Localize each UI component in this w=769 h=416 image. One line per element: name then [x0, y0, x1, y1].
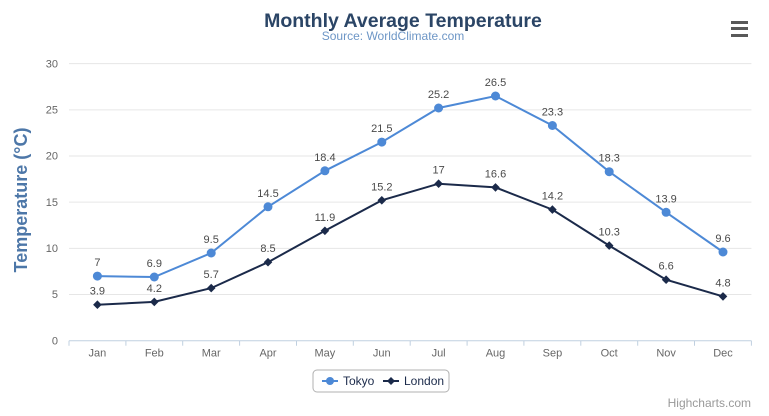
svg-text:25.2: 25.2: [428, 89, 449, 101]
svg-text:16.6: 16.6: [485, 168, 506, 180]
svg-text:3.9: 3.9: [90, 286, 105, 298]
svg-text:30: 30: [46, 59, 58, 71]
svg-text:10.3: 10.3: [598, 227, 619, 239]
svg-text:14.2: 14.2: [542, 191, 563, 203]
svg-text:20: 20: [46, 151, 58, 163]
svg-text:Apr: Apr: [259, 348, 276, 360]
svg-text:13.9: 13.9: [655, 193, 676, 205]
svg-text:Oct: Oct: [601, 348, 618, 360]
svg-text:Jul: Jul: [432, 348, 446, 360]
svg-text:Temperature (°C): Temperature (°C): [11, 128, 31, 273]
svg-text:8.5: 8.5: [260, 243, 275, 255]
svg-text:Jan: Jan: [89, 348, 107, 360]
svg-text:14.5: 14.5: [257, 188, 278, 200]
svg-text:Feb: Feb: [145, 348, 164, 360]
svg-text:18.4: 18.4: [314, 152, 335, 164]
svg-text:25: 25: [46, 105, 58, 117]
svg-text:6.9: 6.9: [147, 258, 162, 270]
svg-text:7: 7: [94, 257, 100, 269]
svg-text:London: London: [404, 374, 444, 388]
svg-text:Nov: Nov: [656, 348, 676, 360]
svg-text:26.5: 26.5: [485, 77, 506, 89]
svg-text:15.2: 15.2: [371, 181, 392, 193]
svg-text:Mar: Mar: [202, 348, 221, 360]
svg-text:11.9: 11.9: [315, 212, 336, 224]
svg-text:10: 10: [46, 243, 58, 255]
svg-text:Tokyo: Tokyo: [343, 374, 375, 388]
svg-text:5.7: 5.7: [204, 269, 219, 281]
svg-text:Aug: Aug: [486, 348, 506, 360]
svg-text:Sep: Sep: [543, 348, 563, 360]
svg-text:23.3: 23.3: [542, 107, 563, 119]
svg-text:4.2: 4.2: [147, 283, 162, 295]
svg-text:0: 0: [52, 336, 58, 348]
svg-text:18.3: 18.3: [598, 153, 619, 165]
svg-text:15: 15: [46, 197, 58, 209]
svg-text:17: 17: [432, 165, 444, 177]
svg-text:4.8: 4.8: [715, 277, 730, 289]
svg-text:9.6: 9.6: [715, 233, 730, 245]
svg-text:6.6: 6.6: [658, 261, 673, 273]
svg-text:Jun: Jun: [373, 348, 391, 360]
svg-text:May: May: [315, 348, 336, 360]
svg-text:Dec: Dec: [713, 348, 733, 360]
svg-text:21.5: 21.5: [371, 123, 392, 135]
svg-text:9.5: 9.5: [204, 234, 219, 246]
svg-text:5: 5: [52, 289, 58, 301]
